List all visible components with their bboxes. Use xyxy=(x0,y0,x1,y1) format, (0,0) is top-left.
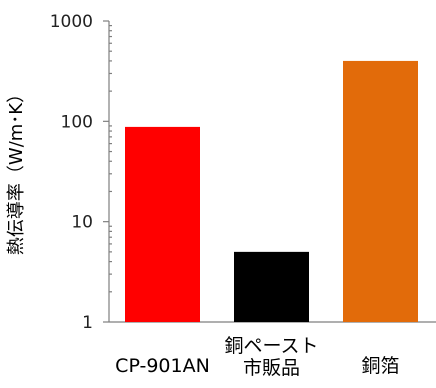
y-tick-label: 1 xyxy=(82,313,93,333)
x-category-label: 銅箔 xyxy=(361,355,399,377)
bar xyxy=(343,60,418,323)
x-category-label: 銅ペースト xyxy=(224,335,318,357)
x-category-label: 市販品 xyxy=(243,357,300,379)
bar xyxy=(234,251,309,322)
y-tick-label: 10 xyxy=(71,213,93,233)
y-axis-title: 熱伝導率（W/m･K） xyxy=(6,85,27,255)
bars xyxy=(125,60,418,323)
y-tick-label: 1000 xyxy=(50,12,93,32)
y-tick-label: 100 xyxy=(61,112,93,132)
x-category-label: CP-901AN xyxy=(115,355,210,377)
bar xyxy=(125,126,200,323)
